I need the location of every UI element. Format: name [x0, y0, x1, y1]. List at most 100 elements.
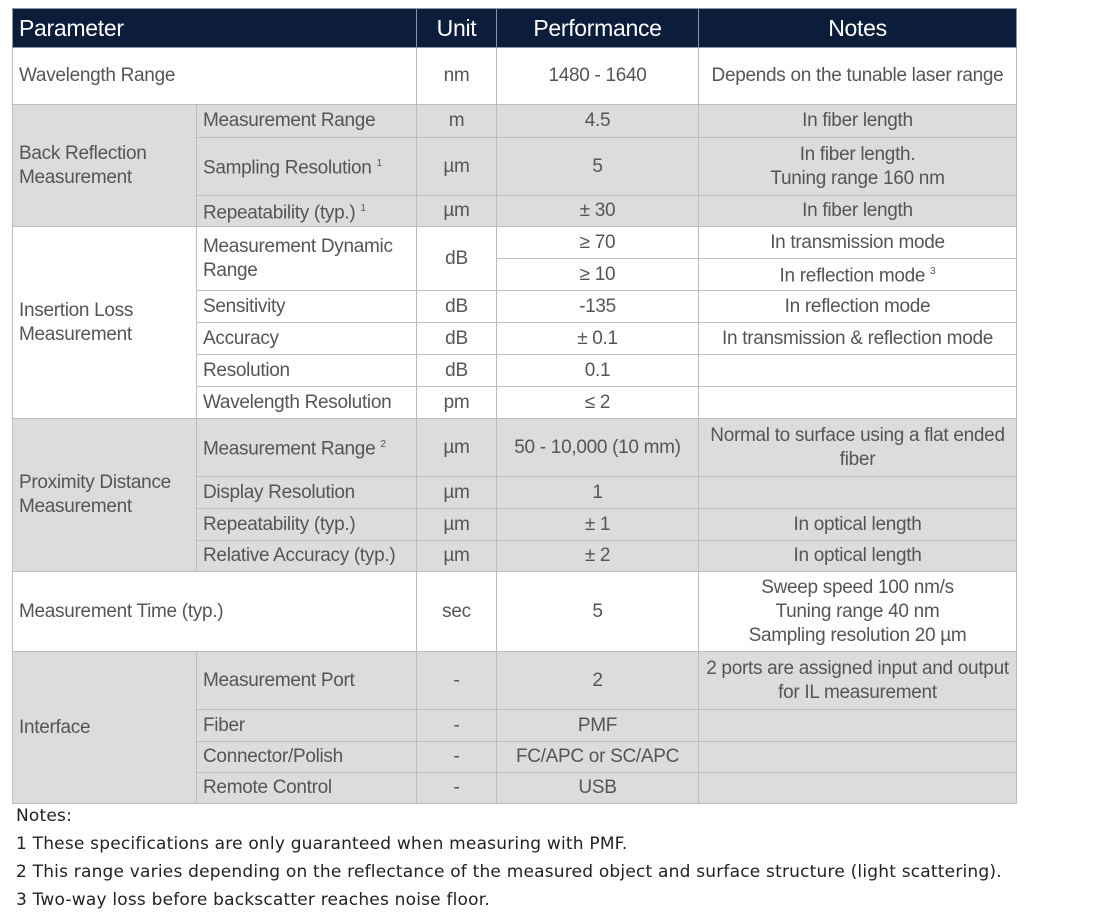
- perf: 1480 - 1640: [496, 47, 699, 105]
- note: [698, 354, 1017, 387]
- param: Measurement Range: [196, 104, 417, 138]
- table-row: ≥ 10 In reflection mode 3: [13, 258, 1017, 291]
- note: In reflection mode 3: [698, 258, 1017, 291]
- table-row: Wavelength Range nm 1480 - 1640 Depends …: [12, 47, 1017, 105]
- note-text: In reflection mode: [779, 265, 926, 287]
- perf: ± 2: [496, 540, 699, 572]
- footnote: 3 Two-way loss before backscatter reache…: [16, 890, 490, 910]
- header-unit: Unit: [416, 8, 497, 48]
- note-line: Sampling resolution 20 µm: [748, 624, 967, 646]
- footnote: 1 These specifications are only guarante…: [16, 834, 628, 854]
- note: Depends on the tunable laser range: [698, 47, 1017, 105]
- param: Display Resolution: [196, 476, 417, 509]
- table-row: Wavelength Resolution pm ≤ 2: [13, 386, 1017, 419]
- perf: PMF: [496, 709, 699, 742]
- param: Connector/Polish: [196, 741, 417, 773]
- param-text: Repeatability (typ.): [203, 202, 356, 224]
- param: Measurement Port: [196, 651, 417, 710]
- unit: µm: [416, 508, 497, 541]
- group-label: Back Reflection Measurement: [12, 104, 197, 227]
- table-row: Measurement Time (typ.) sec 5 Sweep spee…: [12, 571, 1017, 652]
- note: 2 ports are assigned input and output fo…: [698, 651, 1017, 710]
- param: Remote Control: [196, 772, 417, 804]
- perf: FC/APC or SC/APC: [496, 741, 699, 773]
- unit: m: [416, 104, 497, 138]
- table-row: Accuracy dB ± 0.1 In transmission & refl…: [13, 322, 1017, 355]
- unit: -: [416, 651, 497, 710]
- param-text: Sampling Resolution: [203, 157, 372, 179]
- param-text: Measurement Range: [203, 438, 376, 460]
- perf: ≥ 70: [496, 226, 699, 259]
- table-row: Proximity Distance Measurement Measureme…: [12, 418, 1017, 572]
- header-performance: Performance: [496, 8, 699, 48]
- perf: 4.5: [496, 104, 699, 138]
- param: Repeatability (typ.): [196, 508, 417, 541]
- unit: dB: [416, 290, 497, 323]
- table-row: Sampling Resolution 1 µm 5 In fiber leng…: [13, 137, 1017, 196]
- param: Sampling Resolution 1: [196, 137, 417, 196]
- footnote-ref: 2: [380, 439, 386, 451]
- note: Sweep speed 100 nm/s Tuning range 40 nm …: [698, 571, 1017, 652]
- table-row: Connector/Polish - FC/APC or SC/APC: [13, 741, 1017, 773]
- footnotes-title: Notes:: [16, 806, 73, 826]
- header-row: Parameter Unit Performance Notes: [12, 8, 1017, 48]
- table-row: Relative Accuracy (typ.) µm ± 2 In optic…: [13, 540, 1017, 572]
- unit: µm: [416, 195, 497, 227]
- perf: 5: [496, 571, 699, 652]
- perf: 2: [496, 651, 699, 710]
- unit: pm: [416, 386, 497, 419]
- footnote-ref: 1: [360, 202, 366, 214]
- note: [698, 709, 1017, 742]
- param: Measurement Time (typ.): [12, 571, 417, 652]
- perf: USB: [496, 772, 699, 804]
- param: Measurement Dynamic Range: [196, 226, 417, 291]
- perf: 0.1: [496, 354, 699, 387]
- note-line: Sweep speed 100 nm/s: [761, 576, 954, 598]
- param: Relative Accuracy (typ.): [196, 540, 417, 572]
- note: In reflection mode: [698, 290, 1017, 323]
- unit: µm: [416, 540, 497, 572]
- note-line: Tuning range 40 nm: [775, 600, 940, 622]
- param: Fiber: [196, 709, 417, 742]
- table-row: Back Reflection Measurement Measurement …: [12, 104, 1017, 227]
- unit: µm: [416, 476, 497, 509]
- group-label: Proximity Distance Measurement: [12, 418, 197, 572]
- note-line: Tuning range 160 nm: [770, 167, 945, 189]
- table-row: Display Resolution µm 1: [13, 476, 1017, 509]
- param: Accuracy: [196, 322, 417, 355]
- note: In fiber length: [698, 195, 1017, 227]
- param: Wavelength Range: [12, 47, 417, 105]
- perf: ± 1: [496, 508, 699, 541]
- table-row: Interface Measurement Port - 2 2 ports a…: [12, 651, 1017, 804]
- note: Normal to surface using a flat ended fib…: [698, 418, 1017, 477]
- unit: µm: [416, 137, 497, 196]
- note: In transmission & reflection mode: [698, 322, 1017, 355]
- perf: ≥ 10: [496, 258, 699, 291]
- header-parameter: Parameter: [12, 8, 417, 48]
- unit: dB: [416, 226, 497, 291]
- perf: ± 0.1: [496, 322, 699, 355]
- table-row: Repeatability (typ.) 1 µm ± 30 In fiber …: [13, 195, 1017, 227]
- perf: ≤ 2: [496, 386, 699, 419]
- note: [698, 476, 1017, 509]
- table-row: Remote Control - USB: [13, 772, 1017, 804]
- table-row: Sensitivity dB -135 In reflection mode: [13, 290, 1017, 323]
- perf: 1: [496, 476, 699, 509]
- table-row: Insertion Loss Measurement Measurement D…: [12, 226, 1017, 419]
- param: Repeatability (typ.) 1: [196, 195, 417, 227]
- note: In fiber length. Tuning range 160 nm: [698, 137, 1017, 196]
- unit: sec: [416, 571, 497, 652]
- footnote-ref: 1: [376, 158, 383, 170]
- table-row: Resolution dB 0.1: [13, 354, 1017, 387]
- perf: 5: [496, 137, 699, 196]
- note: [698, 386, 1017, 419]
- param: Sensitivity: [196, 290, 417, 323]
- table-row: Fiber - PMF: [13, 709, 1017, 742]
- param: Resolution: [196, 354, 417, 387]
- note: [698, 772, 1017, 804]
- unit: nm: [416, 47, 497, 105]
- note: In optical length: [698, 540, 1017, 572]
- unit: µm: [416, 418, 497, 477]
- unit: -: [416, 772, 497, 804]
- note: In transmission mode: [698, 226, 1017, 259]
